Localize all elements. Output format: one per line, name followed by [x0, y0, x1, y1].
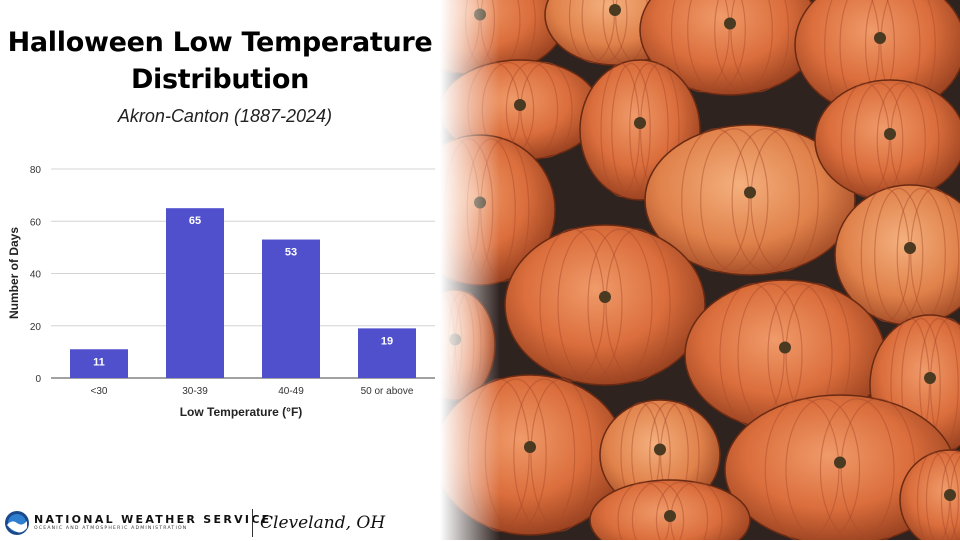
- title-line-2: Distribution: [0, 61, 440, 98]
- x-tick-label: 40-49: [278, 386, 304, 397]
- data-label: 53: [285, 247, 297, 259]
- pumpkins-photo: [440, 0, 960, 540]
- y-tick-label: 20: [30, 322, 42, 333]
- bar: [262, 240, 320, 378]
- x-tick-label: <30: [91, 386, 108, 397]
- bar: [166, 208, 224, 378]
- title-line-1: Halloween Low Temperature: [0, 24, 440, 61]
- data-label: 19: [381, 335, 393, 347]
- x-axis-label: Low Temperature (°F): [180, 405, 303, 419]
- x-tick-label: 30-39: [182, 386, 208, 397]
- footer-divider: [252, 509, 253, 537]
- office-name: Cleveland, OH: [260, 513, 385, 533]
- data-label: 65: [189, 215, 201, 227]
- bar-chart: 0 20 40 60 80 11 65 53 19 <30 30-39 40-49 50 or ab…: [0, 150, 445, 430]
- chart-title: Halloween Low Temperature Distribution: [0, 24, 440, 98]
- y-tick-label: 80: [30, 165, 42, 176]
- y-tick-label: 0: [35, 374, 41, 385]
- y-axis-ticks: 0 20 40 60 80: [30, 165, 42, 385]
- x-tick-label: 50 or above: [361, 386, 414, 397]
- noaa-logo: [4, 510, 30, 541]
- bars: 11 65 53 19: [70, 208, 416, 378]
- y-tick-label: 60: [30, 217, 42, 228]
- y-tick-label: 40: [30, 270, 42, 281]
- chart-subtitle: Akron-Canton (1887-2024): [0, 106, 450, 127]
- agency-name: NATIONAL WEATHER SERVICE OCEANIC AND ATM…: [34, 514, 272, 532]
- x-axis-ticks: <30 30-39 40-49 50 or above: [91, 386, 414, 397]
- y-axis-label: Number of Days: [7, 227, 21, 319]
- agency-title: NATIONAL WEATHER SERVICE: [34, 514, 272, 526]
- agency-subtitle: OCEANIC AND ATMOSPHERIC ADMINISTRATION: [34, 526, 272, 532]
- data-label: 11: [93, 356, 105, 368]
